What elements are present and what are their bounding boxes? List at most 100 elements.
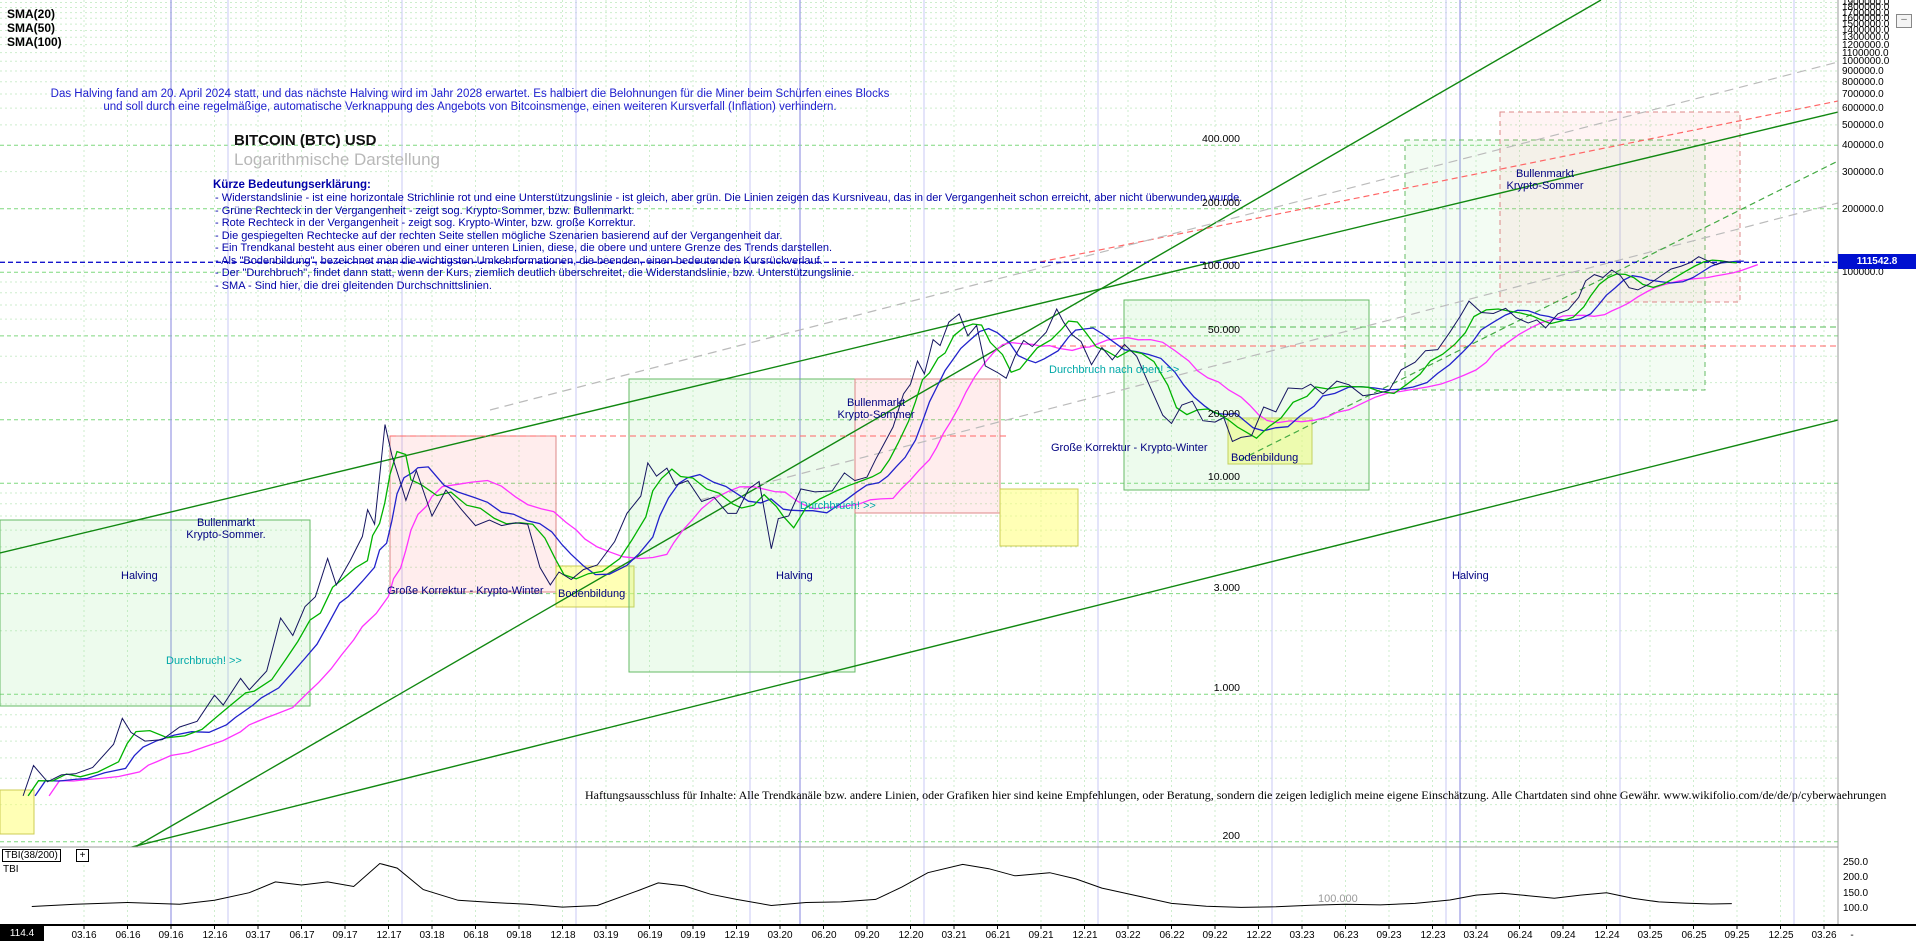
tbi-scale-label: 100.0 — [1843, 903, 1869, 914]
explanation-line: - Der "Durchbruch", findet dann statt, w… — [215, 267, 855, 279]
date-label: 03.25 — [1637, 930, 1663, 941]
annotation-bullenmarkt: Bullenmarkt Krypto-Sommer — [1455, 168, 1635, 192]
date-label: 12.19 — [724, 930, 750, 941]
tbi-scale-label: 250.0 — [1843, 857, 1869, 868]
date-label: 03.21 — [941, 930, 967, 941]
date-label: 03.24 — [1463, 930, 1489, 941]
annotation-line: Durchbruch! >> — [800, 500, 876, 512]
explanation-line: - Widerstandslinie - ist eine horizontal… — [215, 192, 1243, 204]
date-label: 03.23 — [1289, 930, 1315, 941]
date-label: 06.22 — [1159, 930, 1185, 941]
tbi-short-label: TBI — [3, 864, 19, 875]
right-axis-label: 900000.0 — [1842, 66, 1884, 77]
date-label: 09.18 — [506, 930, 532, 941]
date-label: 12.17 — [376, 930, 402, 941]
annotation-bodenbildung: Bodenbildung — [558, 588, 625, 600]
right-axis-label: 800000.0 — [1842, 77, 1884, 88]
annotation-durchbruch-nach-oben-: Durchbruch nach oben! >> — [1049, 364, 1179, 376]
tbi-indicator-label[interactable]: TBI(38/200) — [2, 849, 61, 862]
date-label: 12.16 — [202, 930, 228, 941]
date-label: 09.21 — [1028, 930, 1054, 941]
tbi-series — [31, 862, 1732, 908]
price-level-label: 10.000 — [1207, 471, 1240, 483]
annotation-bodenbildung: Bodenbildung — [1231, 452, 1298, 464]
date-label: 09.19 — [680, 930, 706, 941]
price-level-label: 20.000 — [1207, 408, 1240, 420]
price-level-label: 200.000 — [1202, 197, 1240, 209]
annotation-line: Bodenbildung — [1231, 452, 1299, 464]
annotation-gro-e-korrektur-krypto-winter: Große Korrektur - Krypto-Winter — [1051, 442, 1207, 454]
right-axis-label: 1000000.0 — [1842, 56, 1890, 67]
minimize-icon[interactable]: – — [1896, 14, 1912, 28]
series — [22, 256, 1759, 797]
price-level-label: 400.000 — [1202, 133, 1240, 145]
annotation-line: Krypto-Sommer. — [186, 529, 266, 541]
legend-sma100: SMA(100) — [7, 35, 62, 49]
explanation-line: - SMA - Sind hier, die drei gleitenden D… — [215, 279, 492, 292]
explanation-list: - Widerstandslinie - ist eine horizontal… — [215, 192, 1242, 292]
right-axis-label: 100000.0 — [1842, 267, 1884, 278]
annotation-line: Bodenbildung — [558, 588, 626, 600]
box-korrektur-2021-22 — [854, 378, 1001, 514]
right-axis-label: 1500000.0 — [1842, 19, 1890, 30]
explanation-line: - Grüne Rechteck in der Vergangenheit - … — [215, 204, 635, 217]
sma-line-SMA(50) — [34, 260, 1744, 797]
date-label: 12.18 — [550, 930, 576, 941]
disclaimer-text: Haftungsausschluss für Inhalte: Alle Tre… — [585, 788, 1887, 802]
right-axis-label: 300000.0 — [1842, 167, 1884, 178]
date-label: 03.26 — [1811, 930, 1837, 941]
box-krypto-sommer-2016-17 — [0, 519, 311, 707]
h-gridlines — [0, 1, 1838, 843]
date-label: 12.20 — [898, 930, 924, 941]
tbi-add-button[interactable]: + — [76, 849, 89, 862]
date-axis-trailing: - — [1850, 930, 1854, 941]
date-label: 06.20 — [811, 930, 837, 941]
tbi-scale-label: 150.0 — [1843, 888, 1869, 899]
tbi-scale-label: 200.0 — [1843, 872, 1869, 883]
date-label: 06.16 — [115, 930, 141, 941]
right-axis-label: 500000.0 — [1842, 120, 1884, 131]
date-label: 12.23 — [1420, 930, 1446, 941]
halving-note-line1: Das Halving fand am 20. April 2024 statt… — [50, 88, 890, 100]
date-label: 06.17 — [289, 930, 315, 941]
tbi-current-value: 114.4 — [0, 926, 44, 941]
right-axis-label: 200000.0 — [1842, 204, 1884, 215]
right-axis-label: 1600000.0 — [1842, 13, 1890, 24]
date-label: 09.25 — [1724, 930, 1750, 941]
price-level-label: 200 — [1222, 830, 1240, 842]
box-krypto-sommer-2019-20 — [628, 378, 856, 673]
right-axis-label: 1900000.0 — [1842, 0, 1890, 8]
date-label: 03.16 — [71, 930, 97, 941]
date-label: 03.17 — [245, 930, 271, 941]
annotation-line: Große Korrektur - Krypto-Winter — [1051, 442, 1208, 454]
date-label: 09.20 — [854, 930, 880, 941]
explanation-line: - Ein Trendkanal besteht aus einer obere… — [215, 242, 833, 254]
date-label: 03.18 — [419, 930, 445, 941]
halving-note: Das Halving fand am 20. April 2024 statt… — [18, 88, 922, 114]
annotation-line: Halving — [776, 570, 813, 582]
annotation-bullenmarkt: Bullenmarkt Krypto-Sommer — [786, 397, 966, 421]
annotation-line: Krypto-Sommer — [1506, 180, 1584, 192]
date-label: 06.23 — [1333, 930, 1359, 941]
sma-line-SMA(100) — [48, 263, 1759, 797]
price-level-label: 100.000 — [1202, 260, 1240, 272]
current-price-tag: 111542.8 — [1838, 254, 1916, 269]
explanation-line: - Die gespiegelten Rechtecke auf der rec… — [215, 229, 783, 242]
right-axis-label: 700000.0 — [1842, 89, 1884, 100]
annotation-line: Bullenmarkt — [846, 397, 906, 409]
date-label: 09.16 — [158, 930, 184, 941]
halving-note-line2: und soll durch eine regelmäßige, automat… — [103, 101, 837, 113]
trendlines — [0, 0, 1838, 847]
box-bodenbildung-2022a — [999, 488, 1079, 547]
date-label: 03.20 — [767, 930, 793, 941]
right-axis-label: 1400000.0 — [1842, 25, 1890, 36]
annotation-halving: Halving — [776, 570, 813, 582]
annotation-durchbruch-: Durchbruch! >> — [166, 655, 242, 667]
explanation-line: - Rote Rechteck in der Vergangenheit - z… — [215, 217, 636, 229]
explanation-heading: Kürze Bedeutungserklärung: — [213, 179, 371, 191]
date-label: 06.19 — [637, 930, 663, 941]
price-level-label: 50.000 — [1207, 324, 1240, 336]
annotation-durchbruch-: Durchbruch! >> — [800, 500, 876, 512]
